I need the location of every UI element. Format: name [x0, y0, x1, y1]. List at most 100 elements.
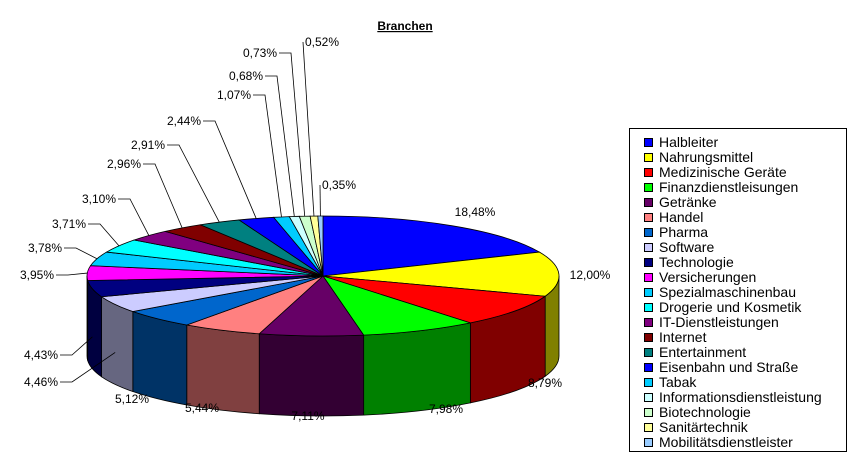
legend-label: Eisenbahn und Straße [659, 359, 799, 375]
pie-top [86, 215, 560, 337]
data-label-8: 4,43% [24, 348, 58, 362]
legend-label: Informationsdienstleistung [659, 389, 822, 405]
data-label-19: 0,52% [305, 35, 339, 49]
legend-swatch [644, 348, 653, 357]
legend-swatch [644, 138, 653, 147]
data-label-7: 4,46% [24, 375, 58, 389]
legend-item: Eisenbahn und Straße [644, 360, 798, 375]
legend: Halbleiter Nahrungsmittel Medizinische Ger… [629, 128, 847, 452]
legend-item: Technologie [644, 255, 734, 270]
legend-swatch [644, 438, 653, 447]
pie-side-6 [132, 310, 188, 406]
legend-label: Versicherungen [659, 269, 757, 285]
legend-label: Technologie [659, 254, 734, 270]
legend-swatch [644, 183, 653, 192]
pie-slice-4 [258, 275, 365, 337]
legend-label: Tabak [659, 374, 697, 390]
pie-slice-20 [317, 215, 324, 277]
legend-label: Drogerie und Kosmetik [659, 299, 802, 315]
legend-swatch [644, 213, 653, 222]
legend-label: Finanzdienstleisungen [659, 179, 799, 195]
leader-line-8 [60, 336, 93, 356]
data-label-0: 18,48% [455, 205, 496, 219]
leader-line-16 [253, 94, 282, 217]
legend-swatch [644, 198, 653, 207]
legend-item: Sanitärtechnik [644, 420, 748, 435]
legend-label: Pharma [659, 224, 709, 240]
legend-swatch [644, 423, 653, 432]
legend-item: Handel [644, 210, 703, 225]
pie-labels: 18,48% 12,00% 8,79% 7,98% 7,11% 5,44% 5,12% 4,4… [20, 35, 611, 423]
legend-item: Medizinische Geräte [644, 165, 787, 180]
leader-line-12 [118, 198, 150, 236]
legend-item: Halbleiter [644, 135, 718, 150]
legend-swatch [644, 318, 653, 327]
legend-item: Drogerie und Kosmetik [644, 300, 801, 315]
legend-label: Internet [659, 329, 707, 345]
leader-line-14 [167, 144, 220, 223]
leader-line-15 [203, 120, 257, 219]
leader-line-9 [56, 272, 88, 276]
legend-swatch [644, 393, 653, 402]
pie-sides [86, 275, 560, 417]
legend-item: Spezialmaschinenbau [644, 285, 796, 300]
data-label-1: 12,00% [570, 268, 611, 282]
leader-line-7 [60, 352, 116, 383]
legend-label: Biotechnologie [659, 404, 751, 420]
legend-item: Getränke [644, 195, 717, 210]
data-label-20: 0,35% [322, 178, 356, 192]
data-label-5: 5,44% [185, 401, 219, 415]
legend-label: IT-Dienstleistungen [659, 314, 779, 330]
legend-swatch [644, 273, 653, 282]
leader-line-17 [265, 75, 295, 217]
leader-line-10 [64, 247, 98, 260]
pie-side-7 [101, 296, 134, 393]
legend-swatch [644, 288, 653, 297]
legend-item: Software [644, 240, 714, 255]
legend-item: Versicherungen [644, 270, 756, 285]
data-label-3: 7,98% [429, 402, 463, 416]
legend-label: Nahrungsmittel [659, 149, 754, 165]
pie-slice-3 [322, 275, 472, 336]
data-label-12: 3,10% [82, 192, 116, 206]
legend-item: Mobilitätsdienstleister [644, 435, 793, 450]
leader-line-11 [88, 223, 120, 247]
legend-label: Mobilitätsdienstleister [659, 434, 793, 450]
leader-line-19 [302, 41, 315, 217]
data-label-10: 3,78% [28, 241, 62, 255]
pie-slice-0 [322, 215, 541, 277]
legend-swatch [644, 378, 653, 387]
data-label-17: 0,68% [229, 69, 263, 83]
legend-item: Biotechnologie [644, 405, 751, 420]
data-label-4: 7,11% [291, 409, 324, 423]
legend-label: Spezialmaschinenbau [659, 284, 796, 300]
data-label-14: 2,91% [131, 138, 165, 152]
legend-swatch [644, 303, 653, 312]
legend-label: Halbleiter [659, 134, 719, 150]
legend-swatch [644, 333, 653, 342]
legend-swatch [644, 408, 653, 417]
data-label-13: 2,96% [107, 157, 141, 171]
legend-item: IT-Dienstleistungen [644, 315, 779, 330]
legend-label: Entertainment [659, 344, 747, 360]
pie-side-9 [86, 275, 89, 361]
legend-item: Entertainment [644, 345, 746, 360]
legend-label: Medizinische Geräte [659, 164, 787, 180]
legend-item: Tabak [644, 375, 696, 390]
data-label-6: 5,12% [115, 392, 149, 406]
data-label-2: 8,79% [528, 376, 562, 390]
leader-line-18 [279, 52, 306, 217]
legend-swatch [644, 243, 653, 252]
data-label-11: 3,71% [52, 217, 86, 231]
chart-title: Branchen [377, 19, 432, 33]
legend-item: Nahrungsmittel [644, 150, 753, 165]
legend-swatch [644, 153, 653, 162]
legend-swatch [644, 168, 653, 177]
legend-swatch [644, 228, 653, 237]
legend-swatch [644, 258, 653, 267]
legend-swatch [644, 363, 653, 372]
legend-item: Finanzdienstleisungen [644, 180, 798, 195]
data-label-9: 3,95% [20, 268, 54, 282]
legend-label: Software [659, 239, 715, 255]
